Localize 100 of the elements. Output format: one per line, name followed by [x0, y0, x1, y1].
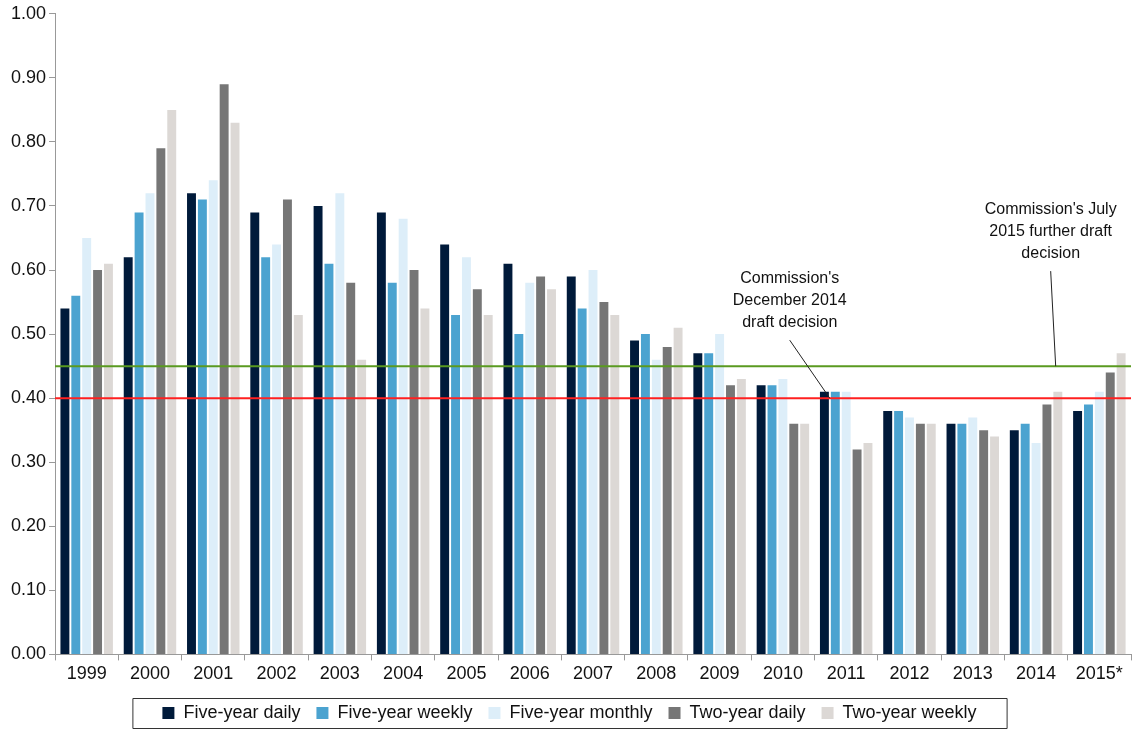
legend-label: Five-year monthly — [509, 701, 653, 722]
bar — [123, 257, 133, 654]
bar — [536, 276, 546, 654]
bar — [915, 423, 925, 654]
bar — [398, 218, 408, 654]
ref-line-label: Commission's December 2014 draft decision — [732, 268, 847, 330]
bar — [387, 282, 397, 654]
bar — [324, 263, 334, 654]
x-tick-label: 2003 — [319, 663, 360, 684]
bar — [357, 359, 367, 654]
y-tick-label: 0.40 — [10, 387, 47, 408]
bar — [566, 276, 576, 654]
bar — [187, 193, 196, 654]
y-tick-label: 0.80 — [10, 130, 47, 151]
bar — [134, 212, 144, 654]
y-tick-label: 0.00 — [10, 643, 47, 664]
x-tick-label: 2015* — [1075, 663, 1123, 684]
bar — [630, 340, 639, 654]
bar — [1105, 372, 1115, 654]
bar — [503, 263, 513, 654]
bar — [957, 423, 967, 654]
legend-label: Two-year daily — [689, 701, 806, 722]
bar — [197, 199, 207, 654]
bar — [736, 378, 746, 654]
bar — [525, 282, 535, 654]
bar — [420, 308, 430, 654]
y-tick-label: 0.70 — [10, 194, 47, 215]
bar — [1020, 423, 1030, 654]
y-tick-label: 0.10 — [10, 579, 47, 600]
legend-label: Five-year weekly — [337, 701, 473, 722]
x-tick-label: 2013 — [952, 663, 993, 684]
bar — [841, 391, 851, 654]
bar — [926, 423, 936, 654]
x-tick-label: 2012 — [889, 663, 930, 684]
bar — [1009, 430, 1019, 654]
bar — [82, 238, 92, 654]
bar — [693, 353, 703, 654]
bar — [250, 212, 260, 654]
bar — [852, 449, 862, 654]
bar — [346, 282, 356, 654]
bar — [789, 423, 799, 654]
bar — [272, 244, 282, 654]
x-tick-label: 2000 — [129, 663, 170, 684]
x-tick-label: 2014 — [1016, 663, 1057, 684]
bar — [894, 410, 904, 654]
bar — [335, 193, 345, 654]
bar — [103, 263, 113, 654]
x-tick-label: 2004 — [383, 663, 424, 684]
bar — [461, 257, 471, 654]
bar — [547, 289, 556, 654]
bar — [662, 346, 672, 654]
bar — [990, 436, 1000, 654]
x-tick-label: 2009 — [699, 663, 740, 684]
bar — [704, 353, 714, 654]
bar — [282, 199, 292, 654]
legend-label: Five-year daily — [183, 701, 301, 722]
bar — [293, 314, 303, 654]
bar — [71, 295, 81, 654]
bar — [60, 308, 70, 654]
bar — [946, 423, 956, 654]
y-tick-label: 0.60 — [10, 259, 47, 280]
bar — [979, 430, 989, 654]
bar — [483, 314, 493, 654]
bar — [651, 359, 661, 654]
bar — [1053, 391, 1063, 654]
bar — [313, 205, 323, 654]
bar — [1094, 391, 1104, 654]
bar — [156, 148, 166, 654]
bar — [93, 270, 103, 654]
bar — [1116, 353, 1126, 654]
bar — [440, 244, 450, 654]
bar — [715, 334, 725, 654]
bar — [1073, 410, 1083, 654]
bar — [883, 410, 893, 654]
y-tick-label: 1.00 — [10, 2, 47, 23]
bar — [261, 257, 271, 654]
x-tick-label: 2005 — [446, 663, 487, 684]
bar — [905, 417, 914, 654]
bar — [451, 314, 461, 654]
y-tick-label: 0.90 — [10, 66, 47, 87]
y-tick-label: 0.20 — [10, 515, 47, 536]
x-tick-label: 2007 — [572, 663, 614, 684]
bar — [577, 308, 587, 654]
bar — [1042, 404, 1052, 654]
bar — [800, 423, 810, 654]
bar — [863, 443, 873, 654]
bar — [1084, 404, 1093, 654]
bar — [968, 417, 978, 654]
y-tick-label: 0.30 — [10, 451, 47, 472]
bar — [376, 212, 386, 654]
bar — [208, 180, 218, 654]
bar — [167, 109, 177, 654]
bar — [1031, 443, 1041, 654]
x-tick-label: 2001 — [193, 663, 234, 684]
bar — [219, 84, 229, 654]
bar — [673, 327, 683, 654]
bar — [756, 385, 766, 654]
bar — [830, 391, 840, 654]
ref-line-label: Commission's July 2015 further draft decision — [984, 199, 1117, 261]
bar — [819, 391, 829, 654]
